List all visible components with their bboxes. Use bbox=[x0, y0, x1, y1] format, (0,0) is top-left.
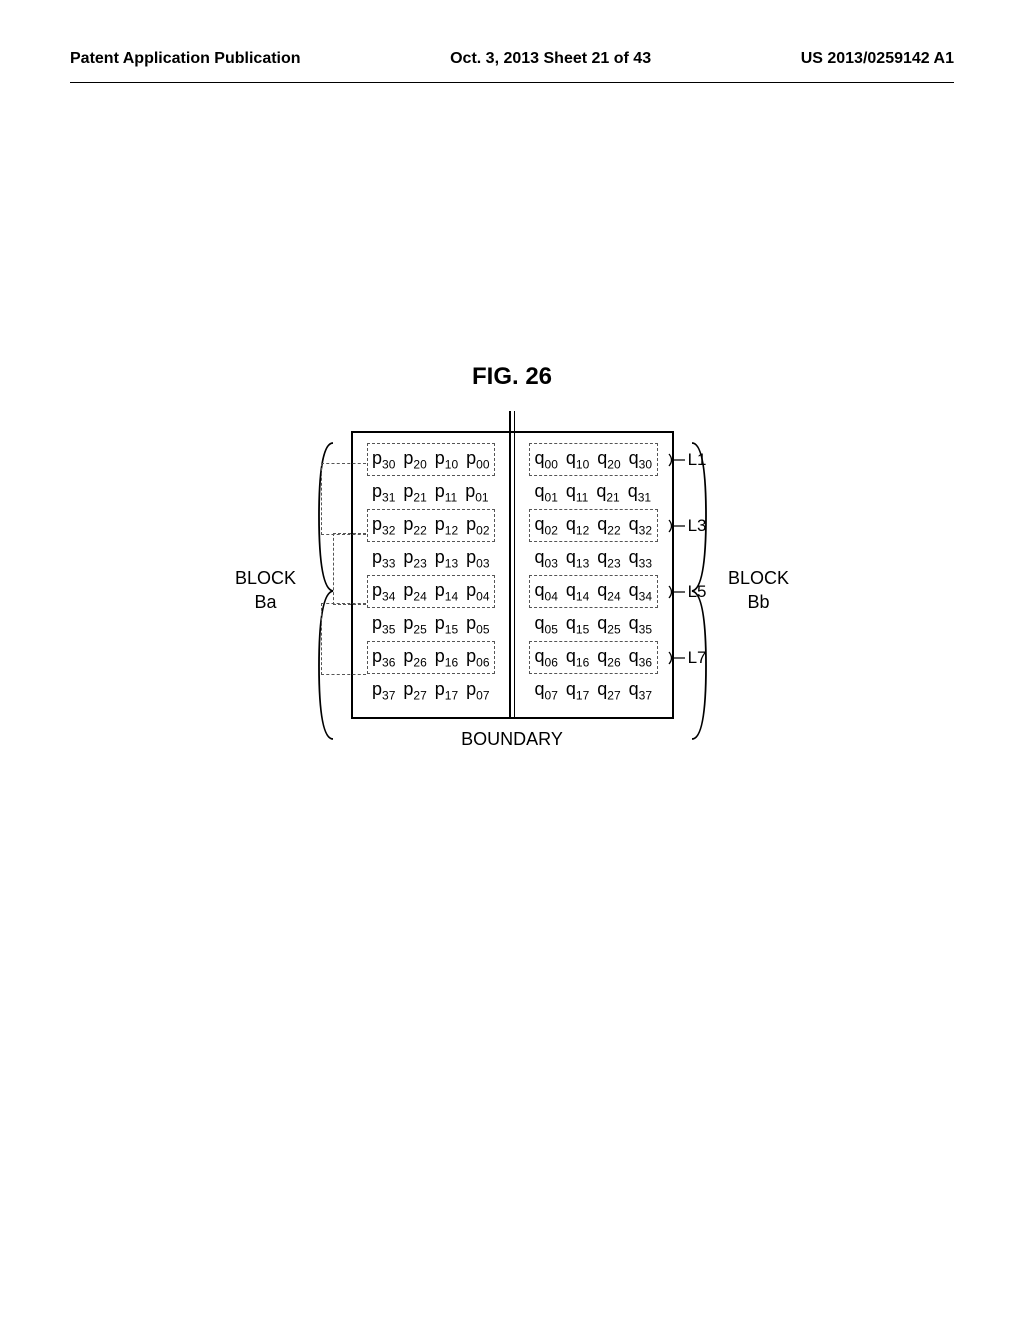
row-p-2: p32 p22 p12 p02 bbox=[367, 509, 496, 542]
pixel-q26: q26 bbox=[597, 646, 620, 670]
row-p-6: p36 p26 p16 p06 bbox=[367, 641, 496, 674]
pixel-p25: p25 bbox=[403, 613, 426, 637]
pixel-p27: p27 bbox=[403, 679, 426, 703]
line-label-L1: L1 bbox=[668, 450, 707, 470]
header-rule bbox=[70, 82, 954, 83]
pixel-q05: q05 bbox=[535, 613, 558, 637]
pixel-q04: q04 bbox=[535, 580, 558, 604]
pixel-q27: q27 bbox=[597, 679, 620, 703]
pixel-p26: p26 bbox=[403, 646, 426, 670]
row-p-3: p33 p23 p13 p03 bbox=[367, 542, 496, 575]
pixel-grid: p30p20p10p00p31p21p11p01p32p22p12p02p33p… bbox=[351, 431, 674, 719]
pixel-p14: p14 bbox=[435, 580, 458, 604]
row-q-7: q07 q17 q27 q37 bbox=[529, 674, 658, 707]
pixel-p30: p30 bbox=[372, 448, 395, 472]
pixel-p12: p12 bbox=[435, 514, 458, 538]
pixel-p22: p22 bbox=[403, 514, 426, 538]
pixel-p02: p02 bbox=[466, 514, 489, 538]
block-label-right: BLOCK Bb bbox=[724, 567, 794, 614]
row-p-5: p35 p25 p15 p05 bbox=[367, 608, 496, 641]
pixel-p37: p37 bbox=[372, 679, 395, 703]
dashed-connector-1 bbox=[333, 533, 366, 605]
pixel-q03: q03 bbox=[535, 547, 558, 571]
pixel-q15: q15 bbox=[566, 613, 589, 637]
pixel-p20: p20 bbox=[403, 448, 426, 472]
pixel-p21: p21 bbox=[403, 481, 426, 505]
dashed-connector-2 bbox=[321, 603, 366, 675]
header-left: Patent Application Publication bbox=[70, 50, 301, 68]
pixel-q24: q24 bbox=[597, 580, 620, 604]
pixel-p06: p06 bbox=[466, 646, 489, 670]
pixel-p11: p11 bbox=[435, 481, 457, 505]
pixel-p05: p05 bbox=[466, 613, 489, 637]
pixel-q01: q01 bbox=[535, 481, 558, 505]
pixel-q37: q37 bbox=[629, 679, 652, 703]
pixel-q10: q10 bbox=[566, 448, 589, 472]
pixel-q36: q36 bbox=[629, 646, 652, 670]
pixel-p07: p07 bbox=[466, 679, 489, 703]
pixel-q00: q00 bbox=[535, 448, 558, 472]
line-label-L7: L7 bbox=[668, 648, 707, 668]
pixel-q35: q35 bbox=[629, 613, 652, 637]
pixel-p04: p04 bbox=[466, 580, 489, 604]
pixel-q14: q14 bbox=[566, 580, 589, 604]
pixel-q23: q23 bbox=[597, 547, 620, 571]
row-q-4: q04q14q24q34L5 bbox=[529, 575, 658, 608]
line-label-L3: L3 bbox=[668, 516, 707, 536]
row-q-1: q01 q11 q21 q31 bbox=[529, 476, 658, 509]
header-center: Oct. 3, 2013 Sheet 21 of 43 bbox=[450, 50, 651, 68]
pixel-q34: q34 bbox=[629, 580, 652, 604]
pixel-p01: p01 bbox=[465, 481, 488, 505]
row-p-1: p31 p21 p11 p01 bbox=[367, 476, 496, 509]
pixel-q30: q30 bbox=[629, 448, 652, 472]
pixel-p32: p32 bbox=[372, 514, 395, 538]
pixel-q22: q22 bbox=[597, 514, 620, 538]
pixel-p15: p15 bbox=[435, 613, 458, 637]
pixel-q11: q11 bbox=[566, 481, 588, 505]
pixel-p16: p16 bbox=[435, 646, 458, 670]
pixel-p34: p34 bbox=[372, 580, 395, 604]
dashed-connector-0 bbox=[321, 463, 366, 535]
boundary-label: BOUNDARY bbox=[461, 729, 563, 750]
pixel-p31: p31 bbox=[372, 481, 395, 505]
pixel-p24: p24 bbox=[403, 580, 426, 604]
row-p-0: p30 p20 p10 p00 bbox=[367, 443, 496, 476]
pixel-q21: q21 bbox=[596, 481, 619, 505]
figure-title: FIG. 26 bbox=[0, 363, 1024, 391]
pixel-q32: q32 bbox=[629, 514, 652, 538]
pixel-q07: q07 bbox=[535, 679, 558, 703]
row-q-2: q02q12q22q32L3 bbox=[529, 509, 658, 542]
pixel-q25: q25 bbox=[597, 613, 620, 637]
pixel-p23: p23 bbox=[403, 547, 426, 571]
block-ba-pixels: p30p20p10p00p31p21p11p01p32p22p12p02p33p… bbox=[353, 433, 510, 717]
pixel-q06: q06 bbox=[535, 646, 558, 670]
row-p-7: p37 p27 p17 p07 bbox=[367, 674, 496, 707]
pixel-q33: q33 bbox=[629, 547, 652, 571]
block-bb-pixels: q00q10q20q30L1q01q11q21q31q02q12q22q32L3… bbox=[515, 433, 672, 717]
pixel-q02: q02 bbox=[535, 514, 558, 538]
header-right: US 2013/0259142 A1 bbox=[801, 50, 954, 68]
row-q-6: q06q16q26q36L7 bbox=[529, 641, 658, 674]
pixel-p03: p03 bbox=[466, 547, 489, 571]
pixel-q12: q12 bbox=[566, 514, 589, 538]
pixel-p10: p10 bbox=[435, 448, 458, 472]
pixel-q31: q31 bbox=[628, 481, 651, 505]
pixel-p17: p17 bbox=[435, 679, 458, 703]
pixel-p36: p36 bbox=[372, 646, 395, 670]
pixel-q20: q20 bbox=[597, 448, 620, 472]
row-q-0: q00q10q20q30L1 bbox=[529, 443, 658, 476]
line-label-L5: L5 bbox=[668, 582, 707, 602]
row-p-4: p34 p24 p14 p04 bbox=[367, 575, 496, 608]
row-q-3: q03 q13 q23 q33 bbox=[529, 542, 658, 575]
figure-diagram: BLOCK Ba p30p20p10p00p31p21p11p01p32p22p… bbox=[0, 431, 1024, 750]
pixel-p33: p33 bbox=[372, 547, 395, 571]
row-q-5: q05 q15 q25 q35 bbox=[529, 608, 658, 641]
pixel-p13: p13 bbox=[435, 547, 458, 571]
pixel-p00: p00 bbox=[466, 448, 489, 472]
pixel-q16: q16 bbox=[566, 646, 589, 670]
pixel-p35: p35 bbox=[372, 613, 395, 637]
block-label-left: BLOCK Ba bbox=[231, 567, 301, 614]
pixel-q13: q13 bbox=[566, 547, 589, 571]
pixel-q17: q17 bbox=[566, 679, 589, 703]
